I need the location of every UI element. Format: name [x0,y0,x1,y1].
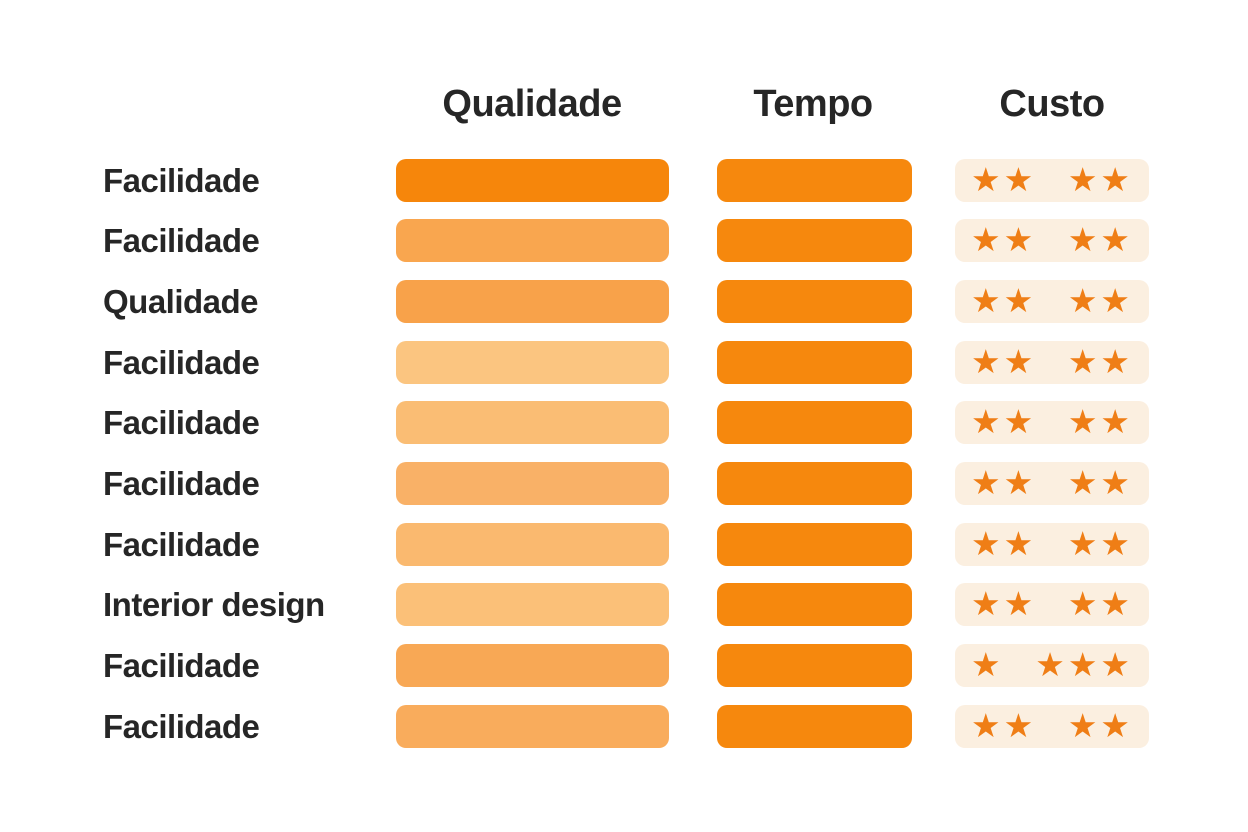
tempo-bar [717,705,912,748]
row-label: Qualidade [103,282,259,320]
custo-rating: ★★ ★★ [955,341,1149,384]
row-label: Facilidade [103,343,260,381]
row-label: Facilidade [103,646,260,684]
table-row: Facilidade ★★ ★★ [0,401,1248,444]
star-icon: ★★ [971,706,1037,745]
table-row: Facilidade ★★ ★★ [0,219,1248,262]
star-icon: ★★ [971,584,1037,623]
tempo-bar [717,341,912,384]
tempo-bar [717,462,912,505]
star-icon: ★★★ [1035,645,1133,684]
custo-rating: ★★ ★★ [955,280,1149,323]
custo-rating: ★★ ★★ [955,462,1149,505]
custo-rating: ★★ ★★ [955,523,1149,566]
row-label: Interior design [103,585,325,623]
tempo-bar [717,401,912,444]
star-icon: ★★ [1067,160,1133,199]
row-label: Facilidade [103,464,260,502]
custo-rating: ★★ ★★ [955,401,1149,444]
qualidade-bar [396,583,669,626]
star-icon: ★★ [1067,524,1133,563]
star-icon: ★★ [971,160,1037,199]
star-icon: ★★ [971,281,1037,320]
tempo-bar [717,523,912,566]
column-header-custo: Custo [999,83,1105,125]
column-header-tempo: Tempo [753,83,873,125]
table-row: Interior design ★★ ★★ [0,583,1248,626]
custo-rating: ★★ ★★ [955,219,1149,262]
qualidade-bar [396,159,669,202]
table-row: Facilidade ★★ ★★ [0,523,1248,566]
star-icon: ★★ [1067,463,1133,502]
row-label: Facilidade [103,161,260,199]
qualidade-bar [396,341,669,384]
table-row: Facilidade ★★ ★★ [0,462,1248,505]
custo-rating: ★★ ★★ [955,159,1149,202]
row-label: Facilidade [103,707,260,745]
table-row: Facilidade ★ ★★★ [0,644,1248,687]
row-label: Facilidade [103,525,260,563]
tempo-bar [717,583,912,626]
star-icon: ★★ [971,342,1037,381]
star-icon: ★★ [971,524,1037,563]
qualidade-bar [396,462,669,505]
tempo-bar [717,280,912,323]
star-icon: ★★ [1067,584,1133,623]
row-label: Facilidade [103,221,260,259]
table-row: Facilidade ★★ ★★ [0,341,1248,384]
star-icon: ★★ [1067,342,1133,381]
star-icon: ★★ [1067,220,1133,259]
qualidade-bar [396,219,669,262]
star-icon: ★★ [971,220,1037,259]
star-icon: ★ [971,645,1004,684]
star-icon: ★★ [971,463,1037,502]
custo-rating: ★ ★★★ [955,644,1149,687]
qualidade-bar [396,280,669,323]
qualidade-bar [396,644,669,687]
star-icon: ★★ [971,402,1037,441]
qualidade-bar [396,401,669,444]
table-row: Qualidade ★★ ★★ [0,280,1248,323]
table-row: Facilidade ★★ ★★ [0,159,1248,202]
tempo-bar [717,219,912,262]
column-header-qualidade: Qualidade [442,83,622,125]
qualidade-bar [396,523,669,566]
tempo-bar [717,159,912,202]
custo-rating: ★★ ★★ [955,705,1149,748]
star-icon: ★★ [1067,706,1133,745]
tempo-bar [717,644,912,687]
star-icon: ★★ [1067,281,1133,320]
custo-rating: ★★ ★★ [955,583,1149,626]
qualidade-bar [396,705,669,748]
star-icon: ★★ [1067,402,1133,441]
row-label: Facilidade [103,403,260,441]
table-row: Facilidade ★★ ★★ [0,705,1248,748]
